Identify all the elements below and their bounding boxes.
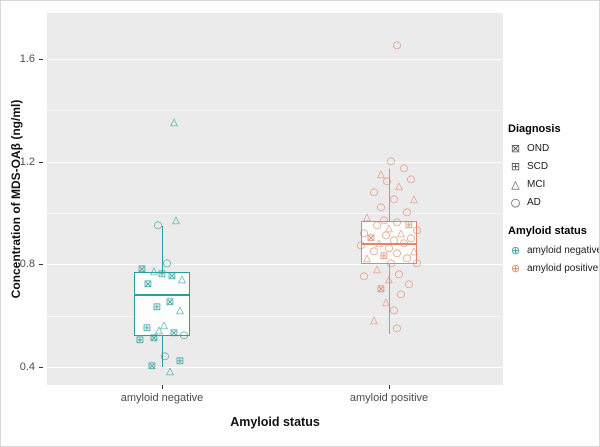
data-point-circle: ○ (389, 304, 399, 316)
amyloid-positive-key-icon: ⊕ (510, 262, 521, 275)
y-tick-label: 0.4 (19, 361, 35, 374)
legend-item-mci: △ MCI (508, 178, 599, 191)
box-amyloid-positive (361, 220, 417, 265)
data-point-square-plus: ⊞ (135, 335, 145, 347)
ad-shape-icon: ○ (510, 196, 521, 209)
legend-item-label: OND (527, 143, 550, 154)
gridline-minor (47, 213, 503, 215)
data-point-circle: ○ (389, 194, 399, 206)
data-point-circle: ○ (404, 278, 414, 290)
legend-item-scd: ⊞ SCD (508, 160, 599, 173)
legend-item-label: amyloid positive (527, 263, 599, 274)
scd-shape-icon: ⊞ (510, 160, 521, 173)
legend: Diagnosis ⊠ OND ⊞ SCD △ MCI ○ AD Amyloid status… (508, 123, 600, 280)
y-tick-label: 0.8 (19, 258, 35, 271)
data-point-circle: ○ (392, 40, 402, 52)
legend-item-label: amyloid negative (527, 245, 600, 256)
data-point-triangle: △ (172, 214, 180, 226)
legend-item-amyloid-negative: ⊕ amyloid negative (508, 244, 600, 257)
y-tick-mark (39, 367, 43, 369)
data-point-circle: ○ (399, 163, 409, 175)
x-tick-label: amyloid negative (120, 392, 204, 404)
legend-item-label: SCD (527, 161, 549, 172)
whisker-lower (388, 264, 390, 334)
gridline-major (47, 59, 503, 61)
x-tick-mark (389, 385, 390, 389)
y-tick-label: 1.6 (19, 53, 35, 66)
x-tick-mark (162, 385, 163, 389)
data-point-triangle: △ (166, 366, 174, 378)
x-axis-ticks: amyloid negative amyloid positive (47, 385, 503, 415)
median-line (134, 294, 190, 297)
whisker-upper (388, 169, 390, 221)
x-axis-title: Amyloid status (230, 415, 320, 429)
data-point-circle: ○ (369, 186, 379, 198)
amyloid-negative-key-icon: ⊕ (510, 244, 521, 257)
legend-diagnosis-items: ⊠ OND ⊞ SCD △ MCI ○ AD (508, 142, 599, 209)
y-tick-mark (39, 59, 43, 61)
median-line (361, 242, 417, 245)
gridline-major (47, 264, 503, 266)
data-point-square-plus: ⊞ (175, 355, 185, 367)
box-amyloid-negative (134, 272, 190, 337)
y-tick-mark (39, 264, 43, 266)
legend-status-items: ⊕ amyloid negative ⊕ amyloid positive (508, 244, 600, 275)
whisker-upper (161, 225, 163, 273)
legend-title-status: Amyloid status (508, 225, 587, 237)
data-point-triangle: △ (410, 194, 418, 206)
data-point-triangle: △ (395, 181, 403, 193)
data-point-circle: ○ (392, 322, 402, 334)
gridline-major (47, 161, 503, 163)
data-point-square-x: ⊠ (376, 284, 386, 296)
gridline-minor (47, 110, 503, 112)
ond-shape-icon: ⊠ (510, 142, 521, 155)
legend-item-label: AD (527, 197, 541, 208)
data-point-triangle: △ (373, 263, 381, 275)
data-point-triangle: △ (170, 117, 178, 129)
gridline-major (47, 367, 503, 369)
data-point-circle: ○ (406, 173, 416, 185)
y-tick-mark (39, 161, 43, 163)
data-point-triangle: △ (370, 314, 378, 326)
data-point-circle: ○ (359, 271, 369, 283)
y-tick-label: 1.2 (19, 155, 35, 168)
legend-item-ad: ○ AD (508, 196, 599, 209)
legend-item-amyloid-positive: ⊕ amyloid positive (508, 262, 599, 275)
data-point-circle: ○ (394, 268, 404, 280)
y-axis-ticks: 0.4 0.8 1.2 1.6 (1, 13, 43, 385)
data-point-circle: ○ (376, 201, 386, 213)
mci-shape-icon: △ (511, 178, 520, 191)
data-point-triangle: △ (377, 168, 385, 180)
plot-panel: △ △ ○ ○ ⊠ △ ⊞ ⊠ △ ⊠ ⊠ ⊞ △ △ ⊞ △ ⊠ ○ ⊠ ⊞ ○ ⊞ ⊠ △ ○ ○ ○ △ ○ ○ △ ○ ○ △ ○ ○ △ ○ ○ ⊞… (47, 13, 503, 385)
legend-title-diagnosis: Diagnosis (508, 123, 561, 135)
x-tick-label: amyloid positive (349, 392, 429, 404)
gridline-minor (47, 315, 503, 317)
legend-item-label: MCI (527, 179, 546, 190)
legend-item-ond: ⊠ OND (508, 142, 599, 155)
data-point-circle: ○ (382, 176, 392, 188)
whisker-lower (161, 336, 163, 368)
data-point-circle: ○ (396, 289, 406, 301)
